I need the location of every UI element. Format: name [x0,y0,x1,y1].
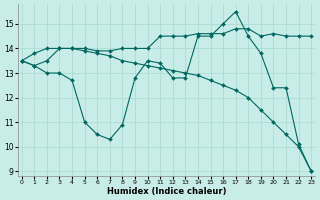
X-axis label: Humidex (Indice chaleur): Humidex (Indice chaleur) [107,187,226,196]
